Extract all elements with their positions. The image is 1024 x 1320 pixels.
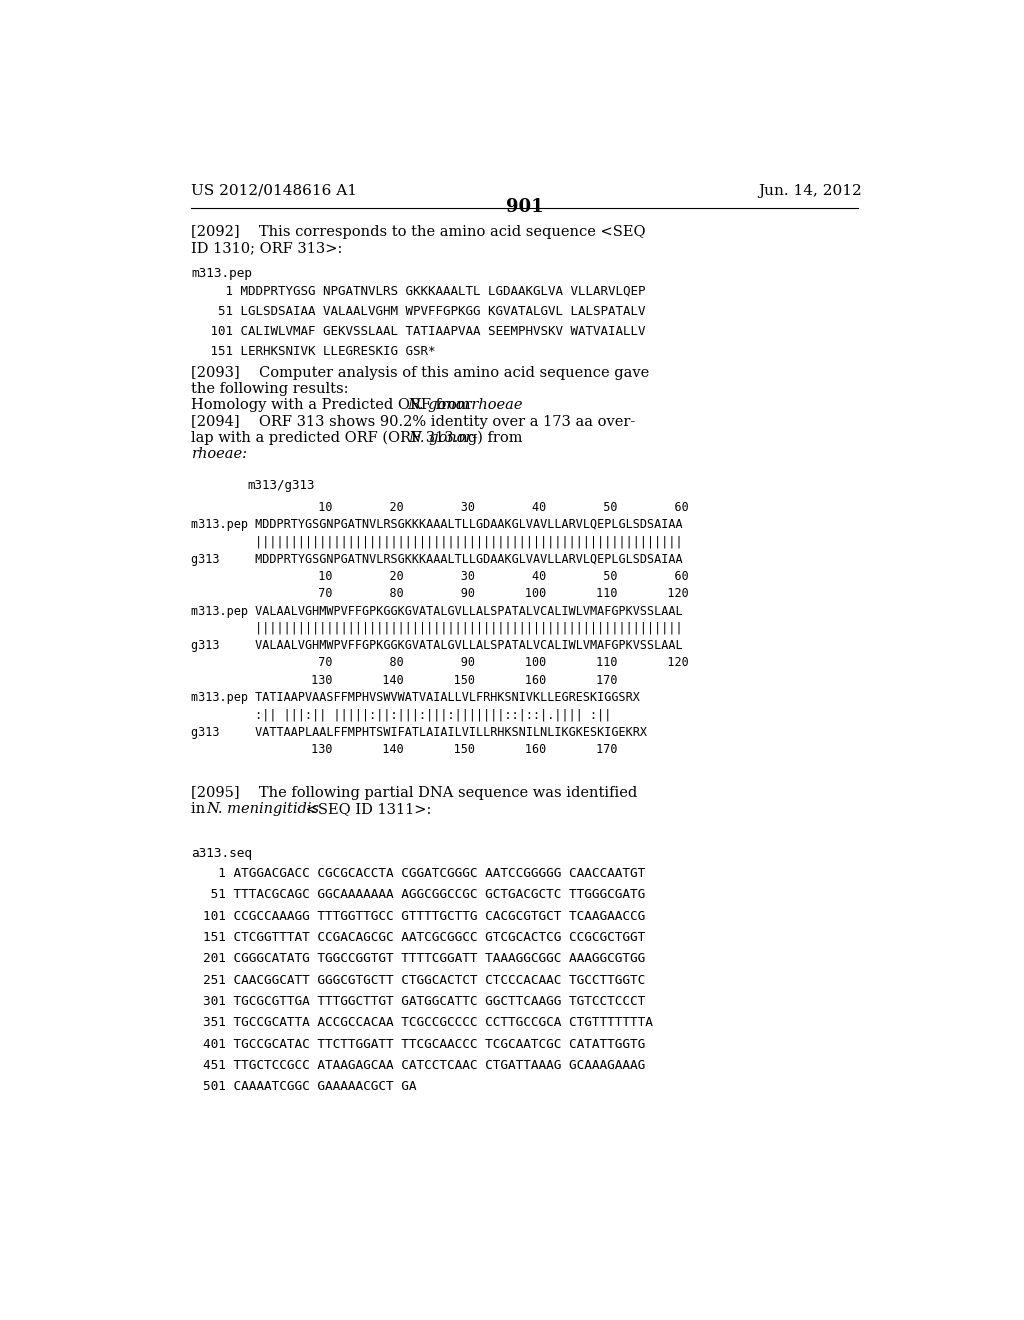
- Text: 51 TTTACGCAGC GGCAAAAAAA AGGCGGCCGC GCTGACGCTC TTGGGCGATG: 51 TTTACGCAGC GGCAAAAAAA AGGCGGCCGC GCTG…: [204, 888, 646, 902]
- Text: 151 LERHKSNIVK LLEGRESKIG GSR*: 151 LERHKSNIVK LLEGRESKIG GSR*: [204, 346, 436, 359]
- Text: the following results:: the following results:: [191, 381, 349, 396]
- Text: 351 TGCCGCATTA ACCGCCACAA TCGCCGCCCC CCTTGCCGCA CTGTTTTTTTA: 351 TGCCGCATTA ACCGCCACAA TCGCCGCCCC CCT…: [204, 1016, 653, 1030]
- Text: 451 TTGCTCCGCC ATAAGAGCAA CATCCTCAAC CTGATTAAAG GCAAAGAAAG: 451 TTGCTCCGCC ATAAGAGCAA CATCCTCAAC CTG…: [204, 1059, 646, 1072]
- Text: g313     VALAALVGHMWPVFFGPKGGKGVATALGVLLALSPATALVCALIWLVMAFGPKVSSLAAL: g313 VALAALVGHMWPVFFGPKGGKGVATALGVLLALSP…: [191, 639, 683, 652]
- Text: 1 MDDPRTYGSG NPGATNVLRS GKKKAAALTL LGDAAKGLVA VLLARVLQEP: 1 MDDPRTYGSG NPGATNVLRS GKKKAAALTL LGDAA…: [204, 284, 646, 297]
- Text: [2092]  This corresponds to the amino acid sequence <SEQ: [2092] This corresponds to the amino aci…: [191, 226, 646, 239]
- Text: 51 LGLSDSAIAA VALAALVGHM WPVFFGPKGG KGVATALGVL LALSPATALV: 51 LGLSDSAIAA VALAALVGHM WPVFFGPKGG KGVA…: [204, 305, 646, 318]
- Text: ||||||||||||||||||||||||||||||||||||||||||||||||||||||||||||: ||||||||||||||||||||||||||||||||||||||||…: [191, 622, 683, 635]
- Text: Homology with a Predicted ORF from: Homology with a Predicted ORF from: [191, 399, 476, 412]
- Text: m313.pep MDDPRTYGSGNPGATNVLRSGKKKAAALTLLGDAAKGLVAVLLARVLQEPLGLSDSAIAA: m313.pep MDDPRTYGSGNPGATNVLRSGKKKAAALTLL…: [191, 519, 683, 531]
- Text: lap with a predicted ORF (ORF 313.ng) from: lap with a predicted ORF (ORF 313.ng) fr…: [191, 430, 527, 445]
- Text: 901: 901: [506, 198, 544, 216]
- Text: rhoeae:: rhoeae:: [191, 447, 248, 461]
- Text: 251 CAACGGCATT GGGCGTGCTT CTGGCACTCT CTCCCACAAC TGCCTTGGTC: 251 CAACGGCATT GGGCGTGCTT CTGGCACTCT CTC…: [204, 974, 646, 986]
- Text: [2093]  Computer analysis of this amino acid sequence gave: [2093] Computer analysis of this amino a…: [191, 366, 650, 380]
- Text: 10        20        30        40        50        60: 10 20 30 40 50 60: [247, 570, 689, 583]
- Text: 501 CAAAATCGGC GAAAAACGCT GA: 501 CAAAATCGGC GAAAAACGCT GA: [204, 1080, 417, 1093]
- Text: N. gonorrhoeae: N. gonorrhoeae: [408, 399, 523, 412]
- Text: 101 CCGCCAAAGG TTTGGTTGCC GTTTTGCTTG CACGCGTGCT TCAAGAACCG: 101 CCGCCAAAGG TTTGGTTGCC GTTTTGCTTG CAC…: [204, 909, 646, 923]
- Text: [2095]  The following partial DNA sequence was identified: [2095] The following partial DNA sequenc…: [191, 785, 638, 800]
- Text: 70        80        90       100       110       120: 70 80 90 100 110 120: [247, 656, 689, 669]
- Text: 151 CTCGGTTTAT CCGACAGCGC AATCGCGGCC GTCGCACTCG CCGCGCTGGT: 151 CTCGGTTTAT CCGACAGCGC AATCGCGGCC GTC…: [204, 931, 646, 944]
- Text: 70        80        90       100       110       120: 70 80 90 100 110 120: [247, 587, 689, 601]
- Text: g313     MDDPRTYGSGNPGATNVLRSGKKKAAALTLLGDAAKGLVAVLLARVLQEPLGLSDSAIAA: g313 MDDPRTYGSGNPGATNVLRSGKKKAAALTLLGDAA…: [191, 553, 683, 566]
- Text: 130       140       150       160       170: 130 140 150 160 170: [247, 673, 617, 686]
- Text: m313.pep VALAALVGHMWPVFFGPKGGKGVATALGVLLALSPATALVCALIWLVMAFGPKVSSLAAL: m313.pep VALAALVGHMWPVFFGPKGGKGVATALGVLL…: [191, 605, 683, 618]
- Text: a313.seq: a313.seq: [191, 846, 253, 859]
- Text: N. gonor-: N. gonor-: [409, 430, 477, 445]
- Text: 101 CALIWLVMAF GEKVSSLAAL TATIAAPVAA SEEMPHVSKV WATVAIALLV: 101 CALIWLVMAF GEKVSSLAAL TATIAAPVAA SEE…: [204, 325, 646, 338]
- Text: m313.pep: m313.pep: [191, 267, 253, 280]
- Text: 301 TGCGCGTTGA TTTGGCTTGT GATGGCATTC GGCTTCAAGG TGTCCTCCCT: 301 TGCGCGTTGA TTTGGCTTGT GATGGCATTC GGC…: [204, 995, 646, 1008]
- Text: in: in: [191, 801, 210, 816]
- Text: ID 1310; ORF 313>:: ID 1310; ORF 313>:: [191, 242, 343, 256]
- Text: 1 ATGGACGACC CGCGCACCTA CGGATCGGGC AATCCGGGGG CAACCAATGT: 1 ATGGACGACC CGCGCACCTA CGGATCGGGC AATCC…: [204, 867, 646, 880]
- Text: :|| |||:|| |||||:||:|||:|||:|||||||::|::|.|||| :||: :|| |||:|| |||||:||:|||:|||:|||||||::|::…: [191, 709, 612, 721]
- Text: 401 TGCCGCATAC TTCTTGGATT TTCGCAACCC TCGCAATCGC CATATTGGTG: 401 TGCCGCATAC TTCTTGGATT TTCGCAACCC TCG…: [204, 1038, 646, 1051]
- Text: 10        20        30        40        50        60: 10 20 30 40 50 60: [247, 500, 689, 513]
- Text: US 2012/0148616 A1: US 2012/0148616 A1: [191, 183, 357, 198]
- Text: m313/g313: m313/g313: [247, 479, 314, 491]
- Text: 130       140       150       160       170: 130 140 150 160 170: [247, 743, 617, 756]
- Text: ||||||||||||||||||||||||||||||||||||||||||||||||||||||||||||: ||||||||||||||||||||||||||||||||||||||||…: [191, 536, 683, 549]
- Text: m313.pep TATIAAPVAASFFMPHVSWVWATVAIALLVLFRHKSNIVKLLEGRESKIGGSRX: m313.pep TATIAAPVAASFFMPHVSWVWATVAIALLVL…: [191, 690, 640, 704]
- Text: 201 CGGGCATATG TGGCCGGTGT TTTTCGGATT TAAAGGCGGC AAAGGCGTGG: 201 CGGGCATATG TGGCCGGTGT TTTTCGGATT TAA…: [204, 952, 646, 965]
- Text: Jun. 14, 2012: Jun. 14, 2012: [759, 183, 862, 198]
- Text: <SEQ ID 1311>:: <SEQ ID 1311>:: [301, 801, 431, 816]
- Text: N. meningitidis: N. meningitidis: [207, 801, 319, 816]
- Text: g313     VATTAAPLAALFFMPHTSWIFATLAIAILVILLRHKSNILNLIKGKESKIGEKRX: g313 VATTAAPLAALFFMPHTSWIFATLAIAILVILLRH…: [191, 726, 647, 739]
- Text: [2094]  ORF 313 shows 90.2% identity over a 173 aa over-: [2094] ORF 313 shows 90.2% identity over…: [191, 414, 636, 429]
